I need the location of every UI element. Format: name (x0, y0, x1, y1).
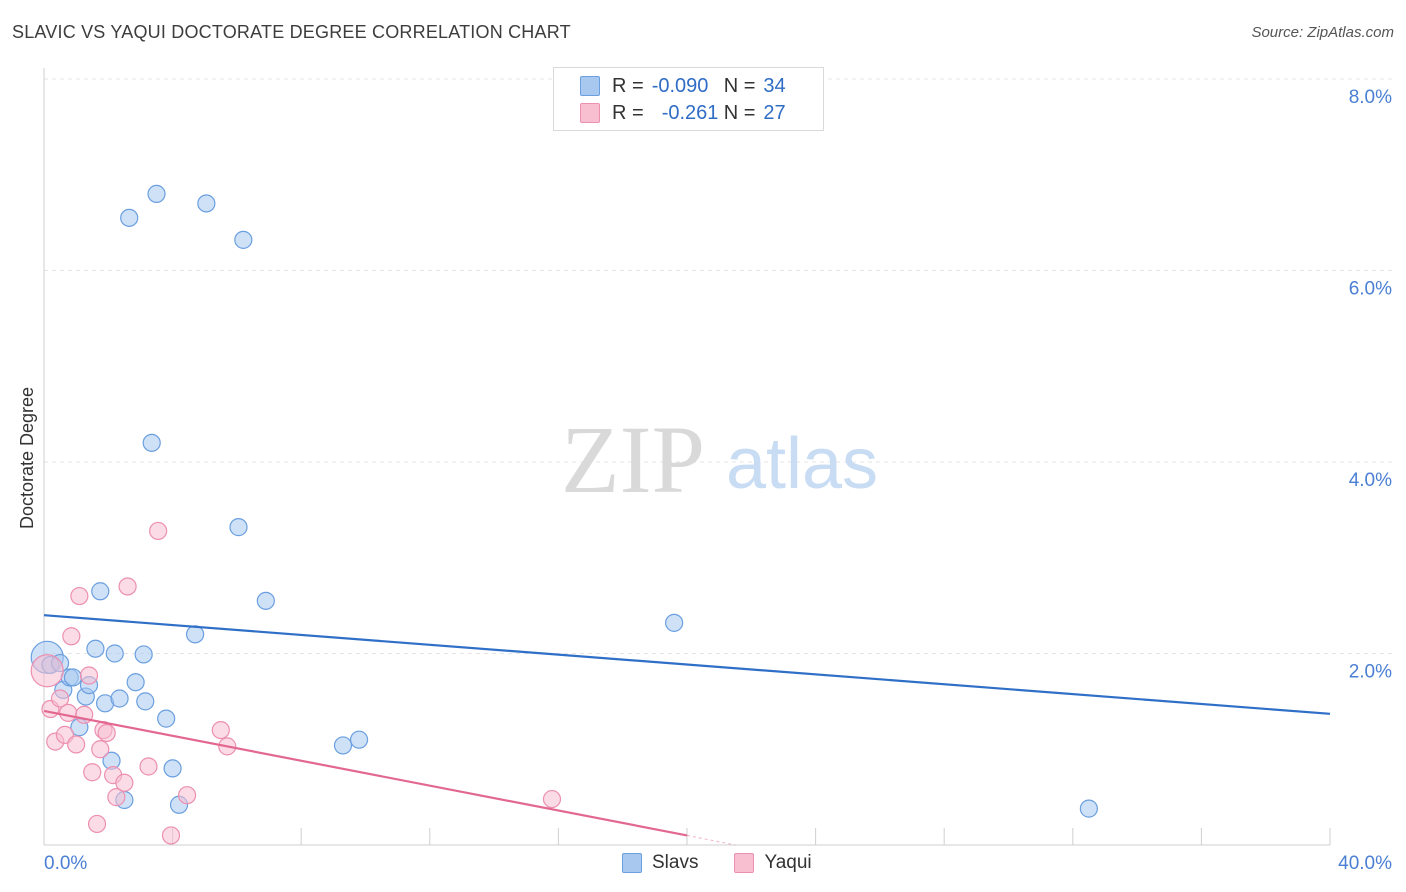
yaqui-point (107, 788, 126, 807)
slavs-point (256, 591, 275, 610)
slavs-point (157, 709, 176, 728)
slavs-point (142, 433, 161, 452)
legend-label-slavs: Slavs (652, 852, 699, 873)
yaqui-swatch (580, 103, 600, 123)
n-label: N = (723, 74, 756, 97)
y-tick-label: 4.0% (1349, 470, 1392, 491)
n-value-slavs: 34 (763, 74, 786, 97)
axis-layer (43, 68, 1331, 846)
r-value-slavs: -0.090 (651, 74, 709, 97)
slavs-trend-line (43, 614, 1331, 715)
watermark-zip: ZIP (561, 406, 705, 513)
yaqui-point (50, 689, 70, 708)
grid-layer (44, 78, 1392, 654)
yaqui-point (97, 723, 116, 743)
points-layer (30, 184, 1098, 845)
slavs-point (333, 736, 353, 755)
yaqui-legend-swatch (734, 853, 755, 873)
yaqui-point (67, 735, 86, 754)
yaqui-point (149, 521, 168, 541)
yaqui-point (91, 740, 110, 759)
trend-layer (43, 614, 1331, 846)
watermark-atlas: atlas (726, 424, 878, 504)
yaqui-point (70, 586, 89, 606)
slavs-point (234, 230, 253, 249)
y-tick-label: 8.0% (1349, 87, 1392, 108)
yaqui-point (83, 763, 102, 782)
slavs-point (110, 689, 129, 708)
r-label: R = (612, 74, 644, 97)
n-label: N = (723, 101, 756, 124)
legend-item-yaqui[interactable]: Yaqui (734, 852, 812, 874)
label-layer: 2.0% 4.0% 6.0% 8.0% 0.0% 40.0% Doctorate Degre… (17, 87, 1392, 874)
yaqui-point (139, 757, 158, 776)
chart-title: SLAVIC VS YAQUI DOCTORATE DEGREE CORRELA… (12, 22, 571, 42)
yaqui-point (59, 703, 78, 722)
slavs-point (229, 518, 248, 537)
slavs-point (186, 625, 205, 644)
n-value-yaqui: 27 (763, 101, 786, 124)
x-tick-label-min: 0.0% (44, 853, 87, 874)
yaqui-point (79, 666, 99, 685)
slavs-swatch (580, 76, 600, 96)
slavs-point (105, 644, 124, 663)
slavs-point (163, 759, 182, 778)
slavs-point (126, 673, 145, 692)
yaqui-point (177, 786, 197, 805)
y-tick-label: 6.0% (1349, 279, 1392, 300)
slavs-point (134, 645, 153, 664)
yaqui-point (211, 720, 230, 740)
slavs-point (63, 668, 83, 687)
slavs-point (197, 194, 216, 213)
watermark: ZIP atlas (561, 406, 878, 513)
legend-item-slavs[interactable]: Slavs (622, 852, 698, 874)
slavs-point (349, 730, 369, 749)
yaqui-point (62, 627, 81, 646)
source-credit: Source: ZipAtlas.com (1251, 24, 1394, 41)
stats-legend: R = -0.090 N = 34 R = -0.261 N = 27 (553, 67, 824, 131)
y-axis-title: Doctorate Degree (17, 387, 37, 529)
yaqui-point (87, 814, 107, 834)
x-tick-label-max: 40.0% (1338, 853, 1392, 874)
yaqui-point (118, 577, 137, 596)
y-tick-label: 2.0% (1349, 662, 1392, 683)
slavs-point (120, 208, 139, 227)
r-label: R = (612, 101, 644, 124)
slavs-point (147, 184, 166, 203)
slavs-point (665, 613, 684, 632)
yaqui-point (542, 789, 562, 809)
yaqui-trend-extension (686, 834, 736, 846)
legend-row-slavs: R = -0.090 N = 34 (580, 74, 786, 98)
yaqui-point (30, 654, 64, 688)
series-legend: Slavs Yaqui (622, 852, 848, 874)
slavs-point (136, 692, 155, 711)
legend-row-yaqui: R = -0.261 N = 27 (580, 101, 786, 125)
slavs-point (1079, 799, 1098, 818)
yaqui-trend-line (43, 709, 688, 837)
yaqui-point (161, 826, 181, 845)
slavs-point (91, 582, 110, 601)
legend-label-yaqui: Yaqui (764, 852, 812, 873)
slavs-point (86, 639, 105, 658)
yaqui-point (115, 773, 134, 792)
r-value-yaqui: -0.261 (661, 101, 719, 124)
slavs-legend-swatch (622, 853, 642, 873)
